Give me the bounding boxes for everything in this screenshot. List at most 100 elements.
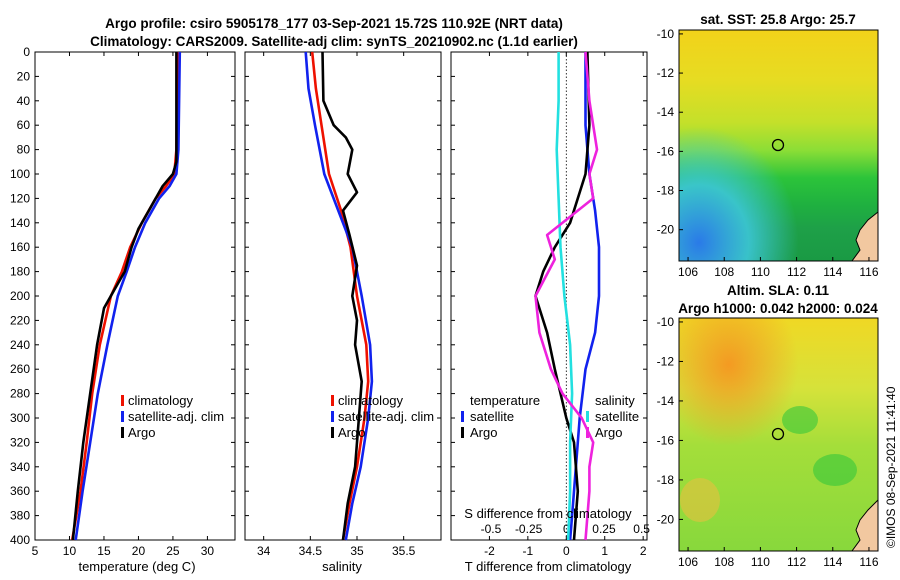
- map-x-tick-label: 106: [678, 265, 698, 279]
- legend-label-climatology: climatology: [128, 393, 194, 408]
- title-line-2: Climatology: CARS2009. Satellite-adj cli…: [90, 34, 578, 49]
- top-x-tick-label: 0.25: [592, 522, 616, 536]
- difference-yticks: [451, 51, 647, 541]
- sst-xticks: 106 108 110 112 114 116: [678, 257, 879, 279]
- sst-argo-marker: [771, 138, 785, 152]
- series-line-salinity-satellite: [555, 52, 574, 541]
- map-y-tick-label: -20: [657, 512, 675, 526]
- map-y-tick-label: -12: [657, 354, 675, 368]
- sla-low-patch: [680, 478, 720, 522]
- map-y-tick-label: -16: [657, 144, 675, 158]
- difference-xlabel: T difference from climatology: [465, 559, 632, 574]
- temperature-yticks: 0 20 40 60 80 100 120 140 160 180 200 220 240 260 280 3…: [10, 45, 235, 547]
- y-tick-label: 100: [10, 167, 30, 181]
- x-tick-label: 35: [350, 544, 364, 558]
- map-x-tick-label: 108: [714, 555, 734, 569]
- y-tick-label: 240: [10, 338, 30, 352]
- series-line-satellite-adj-clim: [74, 51, 182, 541]
- y-tick-label: 140: [10, 216, 30, 230]
- legend-swatch-t-satellite: [461, 411, 464, 422]
- map-x-tick-label: 114: [823, 265, 842, 279]
- top-x-tick-label: -0.25: [515, 522, 543, 536]
- map-x-tick-label: 108: [714, 265, 734, 279]
- sla-low-patch: [782, 406, 818, 434]
- legend-title-salinity: salinity: [595, 393, 635, 408]
- map-y-tick-label: -20: [657, 223, 675, 237]
- sla-axes-frame: [678, 317, 879, 552]
- map-y-tick-label: -18: [657, 184, 675, 198]
- map-x-tick-label: 116: [859, 265, 878, 279]
- legend-swatch-s-satellite: [586, 411, 589, 422]
- legend-label-argo: Argo: [338, 425, 365, 440]
- y-tick-label: 180: [10, 265, 30, 279]
- y-tick-label: 340: [10, 460, 30, 474]
- y-tick-label: 0: [23, 45, 30, 59]
- x-tick-label: 1: [601, 544, 608, 558]
- y-tick-label: 20: [17, 69, 31, 83]
- map-x-tick-label: 116: [859, 555, 878, 569]
- map-y-tick-label: -18: [657, 473, 675, 487]
- series-line-temperature-argo: [534, 51, 591, 541]
- y-tick-label: 380: [10, 509, 30, 523]
- x-tick-label: 5: [32, 544, 39, 558]
- salinity-xticks: 34 34.5 35 35.5: [257, 52, 416, 558]
- y-tick-label: 260: [10, 362, 30, 376]
- y-tick-label: 120: [10, 191, 30, 205]
- imos-credit: ©IMOS 08-Sep-2021 11:41:40: [884, 386, 898, 548]
- series-line-argo: [321, 51, 363, 541]
- salinity-xlabel: salinity: [322, 559, 362, 574]
- salinity-yticks: [245, 51, 441, 541]
- salinity-panel: 34 34.5 35 35.5 salinity climatology satell…: [244, 51, 442, 574]
- legend-label-t-argo: Argo: [470, 425, 497, 440]
- difference-lines: [534, 51, 601, 541]
- legend-swatch-argo: [331, 427, 334, 438]
- legend-label-satellite: satellite-adj. clim: [128, 409, 224, 424]
- top-x-tick-label: -0.5: [481, 522, 502, 536]
- sst-cool-patch: [679, 30, 878, 261]
- legend-label-satellite: satellite-adj. clim: [338, 409, 434, 424]
- difference-axes-frame: [450, 51, 648, 541]
- legend-label-t-satellite: satellite: [470, 409, 514, 424]
- sst-yticks: -10 -12 -14 -16 -18 -20: [657, 27, 683, 237]
- y-tick-label: 300: [10, 411, 30, 425]
- legend-swatch-climatology: [121, 395, 124, 406]
- map-x-tick-label: 114: [823, 555, 842, 569]
- map-x-tick-label: 112: [787, 555, 806, 569]
- x-tick-label: 10: [63, 544, 77, 558]
- difference-top-xticks: -0.5 -0.25 0 0.25 0.5: [481, 522, 651, 536]
- x-tick-label: 15: [97, 544, 111, 558]
- legend-swatch-t-argo: [461, 427, 464, 438]
- map-y-tick-label: -10: [657, 27, 675, 41]
- x-tick-label: 20: [132, 544, 146, 558]
- sla-map-title-2: Argo h1000: 0.042 h2000: 0.024: [678, 301, 878, 316]
- sla-yticks: -10 -12 -14 -16 -18 -20: [657, 315, 683, 526]
- legend-swatch-satellite: [331, 411, 334, 422]
- y-tick-label: 320: [10, 435, 30, 449]
- y-tick-label: 280: [10, 387, 30, 401]
- difference-panel: -2 -1 0 1 2 -0.5 -0.25 0 0.25 0.5 S difference f…: [450, 51, 651, 574]
- map-y-tick-label: -10: [657, 315, 675, 329]
- legend-swatch-climatology: [331, 395, 334, 406]
- sla-argo-marker: [771, 427, 785, 441]
- salinity-diff-legend: salinity satellite Argo: [586, 393, 639, 440]
- map-x-tick-label: 112: [787, 265, 806, 279]
- series-line-satellite-adj-clim: [304, 51, 374, 541]
- salinity-legend: climatology satellite-adj. clim Argo: [331, 393, 434, 440]
- legend-label-s-argo: Argo: [595, 425, 622, 440]
- y-tick-label: 160: [10, 240, 30, 254]
- y-tick-label: 40: [17, 94, 31, 108]
- x-tick-label: 34.5: [299, 544, 323, 558]
- difference-top-xlabel: S difference from climatology: [464, 506, 632, 521]
- temperature-xlabel: temperature (deg C): [78, 559, 195, 574]
- sst-axes-frame: [678, 29, 879, 262]
- map-y-tick-label: -16: [657, 433, 675, 447]
- sst-map-title: sat. SST: 25.8 Argo: 25.7: [700, 12, 856, 27]
- y-tick-label: 80: [17, 143, 31, 157]
- sla-map-panel: Altim. SLA: 0.11 Argo h1000: 0.042 h2000…: [657, 283, 879, 569]
- map-y-tick-label: -12: [657, 66, 675, 80]
- map-x-tick-label: 110: [751, 265, 770, 279]
- temperature-legend: climatology satellite-adj. clim Argo: [121, 393, 224, 440]
- x-tick-label: -1: [523, 544, 534, 558]
- legend-swatch-satellite: [121, 411, 124, 422]
